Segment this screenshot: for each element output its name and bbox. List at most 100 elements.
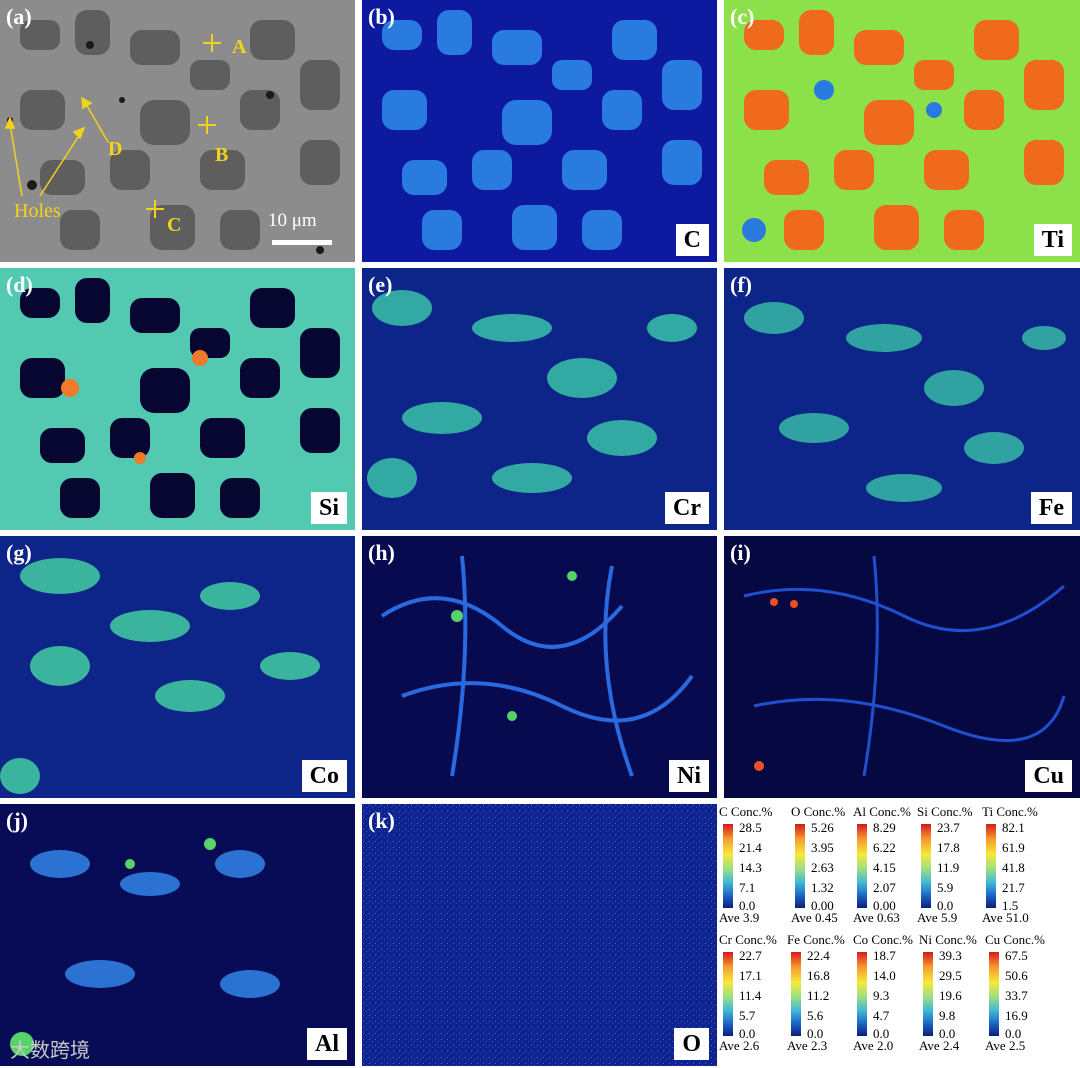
map-texture (0, 268, 355, 530)
colorbar-legends: C Conc.% 28.5 21.4 14.3 7.1 0.0 Ave 3.9 … (717, 800, 1080, 1068)
legend-average: Ave 0.45 (791, 910, 838, 925)
colorbar (989, 952, 999, 1036)
legend-tick: 61.9 (1002, 840, 1025, 855)
legend-title: C Conc.% (719, 804, 773, 819)
legend-title: Si Conc.% (917, 804, 973, 819)
legend-o: O Conc.% 5.26 3.95 2.63 1.32 0.00 Ave 0.… (789, 804, 861, 934)
colorbar (857, 824, 867, 908)
legend-tick: 0.0 (739, 1026, 756, 1041)
legend-tick: 5.9 (937, 880, 954, 895)
legend-tick: 23.7 (937, 820, 960, 835)
legend-tick: 22.7 (739, 948, 762, 963)
legend-ni: Ni Conc.% 39.3 29.5 19.6 9.8 0.0 Ave 2.4 (917, 932, 989, 1062)
legend-tick: 21.4 (739, 840, 762, 855)
panel-label: (c) (730, 4, 755, 29)
legend-c: C Conc.% 28.5 21.4 14.3 7.1 0.0 Ave 3.9 (717, 804, 789, 934)
panel-label: (a) (6, 4, 32, 29)
legend-tick: 4.15 (873, 860, 896, 875)
legend-cr: Cr Conc.% 22.7 17.1 11.4 5.7 0.0 Ave 2.6 (717, 932, 789, 1062)
panel-label: (j) (6, 808, 28, 833)
legend-tick: 14.3 (739, 860, 762, 875)
panel-label: (b) (368, 4, 395, 29)
point-label-c: C (167, 214, 182, 236)
legend-tick: 82.1 (1002, 820, 1025, 835)
holes-label: Holes (14, 200, 61, 222)
legend-tick: 29.5 (939, 968, 962, 983)
legend-tick: 0.0 (873, 1026, 890, 1041)
legend-tick: 2.63 (811, 860, 834, 875)
legend-tick: 18.7 (873, 948, 896, 963)
element-label: Si (310, 492, 347, 524)
map-texture (362, 0, 717, 262)
legend-tick: 9.8 (939, 1008, 956, 1023)
map-texture (724, 0, 1080, 262)
legend-tick: 4.7 (873, 1008, 890, 1023)
element-label: Fe (1030, 492, 1072, 524)
legend-tick: 28.5 (739, 820, 762, 835)
legend-average: Ave 0.63 (853, 910, 900, 925)
legend-average: Ave 5.9 (917, 910, 958, 925)
colorbar (921, 824, 931, 908)
panel-label: (i) (730, 540, 751, 565)
legend-si: Si Conc.% 23.7 17.8 11.9 5.9 0.0 Ave 5.9 (915, 804, 987, 934)
panel-b-carbon-map: (b) C (362, 0, 717, 262)
legend-title: Fe Conc.% (787, 932, 845, 947)
legend-title: Cu Conc.% (985, 932, 1045, 947)
panel-j-aluminum-map: (j) Al (0, 804, 355, 1066)
map-texture (0, 804, 355, 1066)
legend-tick: 0.0 (1005, 1026, 1022, 1041)
colorbar (791, 952, 801, 1036)
legend-average: Ave 3.9 (719, 910, 760, 925)
map-texture (362, 804, 717, 1066)
legend-tick: 5.6 (807, 1008, 824, 1023)
legend-tick: 11.4 (739, 988, 762, 1003)
panel-c-titanium-map: (c) Ti (724, 0, 1080, 262)
legend-tick: 22.4 (807, 948, 830, 963)
element-label: Ti (1033, 224, 1072, 256)
legend-tick: 39.3 (939, 948, 962, 963)
legend-tick: 5.26 (811, 820, 834, 835)
panel-a-sem-image: (a) A B C D Holes 10 μm (0, 0, 355, 262)
legend-average: Ave 2.3 (787, 1038, 828, 1053)
colorbar (986, 824, 996, 908)
sem-texture (0, 0, 355, 262)
legend-tick: 0.00 (873, 898, 896, 913)
point-marker-a (203, 34, 221, 52)
legend-title: Ti Conc.% (982, 804, 1038, 819)
panel-label: (e) (368, 272, 393, 297)
colorbar (857, 952, 867, 1036)
panel-h-nickel-map: (h) Ni (362, 536, 717, 798)
legend-title: Al Conc.% (853, 804, 911, 819)
legend-tick: 0.00 (811, 898, 834, 913)
legend-fe: Fe Conc.% 22.4 16.8 11.2 5.6 0.0 Ave 2.3 (785, 932, 857, 1062)
legend-tick: 6.22 (873, 840, 896, 855)
legend-tick: 3.95 (811, 840, 834, 855)
panel-d-silicon-map: (d) Si (0, 268, 355, 530)
legend-tick: 16.9 (1005, 1008, 1028, 1023)
panel-f-iron-map: (f) Fe (724, 268, 1080, 530)
legend-average: Ave 2.0 (853, 1038, 894, 1053)
hole-arrows (4, 96, 109, 197)
legend-tick: 50.6 (1005, 968, 1028, 983)
element-label: O (674, 1028, 709, 1060)
panel-i-copper-map: (i) Cu (724, 536, 1080, 798)
element-label: C (675, 224, 709, 256)
point-label-d: D (108, 138, 123, 160)
legend-cu: Cu Conc.% 67.5 50.6 33.7 16.9 0.0 Ave 2.… (983, 932, 1055, 1062)
panel-e-chromium-map: (e) Cr (362, 268, 717, 530)
legend-tick: 17.1 (739, 968, 762, 983)
panel-label: (k) (368, 808, 395, 833)
legend-tick: 0.0 (939, 1026, 956, 1041)
element-label: Cr (665, 492, 709, 524)
legend-average: Ave 2.4 (919, 1038, 960, 1053)
legend-title: O Conc.% (791, 804, 846, 819)
colorbar (923, 952, 933, 1036)
map-texture (362, 268, 717, 530)
legend-tick: 33.7 (1005, 988, 1028, 1003)
legend-tick: 7.1 (739, 880, 756, 895)
legend-tick: 9.3 (873, 988, 890, 1003)
legend-tick: 41.8 (1002, 860, 1025, 875)
element-label: Al (307, 1028, 347, 1060)
legend-tick: 2.07 (873, 880, 896, 895)
legend-tick: 21.7 (1002, 880, 1025, 895)
